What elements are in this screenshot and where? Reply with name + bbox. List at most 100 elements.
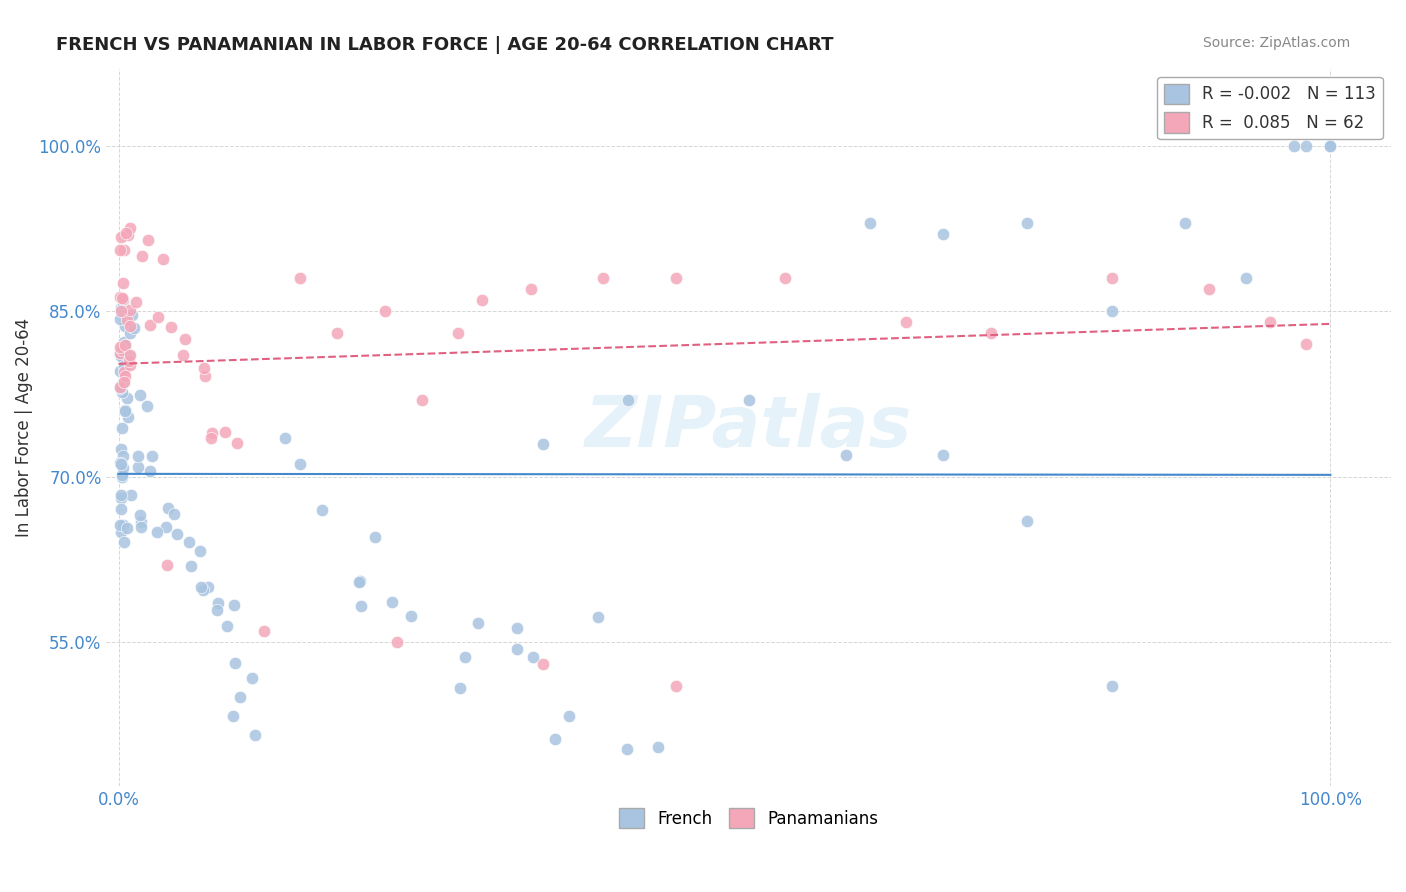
Point	[224, 657, 246, 671]
Point	[115, 226, 138, 240]
Point	[506, 641, 529, 656]
Point	[141, 449, 163, 463]
Point	[111, 470, 134, 484]
Point	[118, 221, 141, 235]
Point	[110, 304, 132, 318]
Point	[1198, 282, 1220, 296]
Point	[240, 671, 263, 685]
Point	[146, 524, 169, 539]
Point	[110, 301, 132, 315]
Point	[325, 326, 347, 341]
Point	[129, 508, 152, 522]
Point	[665, 680, 688, 694]
Point	[110, 442, 132, 456]
Point	[531, 436, 554, 450]
Point	[110, 340, 132, 354]
Point	[1319, 138, 1341, 153]
Point	[243, 728, 266, 742]
Point	[173, 332, 195, 346]
Y-axis label: In Labor Force | Age 20-64: In Labor Force | Age 20-64	[15, 318, 32, 537]
Text: FRENCH VS PANAMANIAN IN LABOR FORCE | AGE 20-64 CORRELATION CHART: FRENCH VS PANAMANIAN IN LABOR FORCE | AG…	[56, 36, 834, 54]
Text: Source: ZipAtlas.com: Source: ZipAtlas.com	[1202, 36, 1350, 50]
Point	[1319, 138, 1341, 153]
Point	[120, 348, 142, 362]
Point	[124, 320, 146, 334]
Point	[111, 517, 134, 532]
Point	[381, 595, 404, 609]
Point	[1295, 138, 1317, 153]
Point	[834, 448, 856, 462]
Point	[112, 366, 135, 380]
Point	[160, 320, 183, 334]
Point	[110, 457, 132, 471]
Point	[121, 308, 143, 322]
Point	[194, 369, 217, 384]
Point	[110, 243, 132, 257]
Point	[129, 515, 152, 529]
Point	[162, 508, 184, 522]
Point	[616, 742, 638, 756]
Point	[449, 681, 471, 695]
Point	[222, 708, 245, 723]
Text: ZIPatlas: ZIPatlas	[585, 392, 912, 462]
Point	[120, 358, 142, 372]
Point	[665, 271, 688, 285]
Point	[222, 598, 245, 612]
Point	[193, 360, 215, 375]
Point	[118, 349, 141, 363]
Point	[127, 449, 149, 463]
Point	[738, 392, 761, 407]
Point	[135, 399, 157, 413]
Point	[1017, 514, 1039, 528]
Point	[108, 518, 131, 533]
Point	[112, 534, 135, 549]
Point	[311, 503, 333, 517]
Point	[467, 616, 489, 631]
Point	[1282, 138, 1305, 153]
Point	[131, 249, 153, 263]
Point	[1295, 337, 1317, 351]
Point	[647, 740, 669, 755]
Point	[136, 233, 159, 247]
Point	[152, 252, 174, 267]
Point	[207, 603, 229, 617]
Point	[364, 530, 387, 544]
Point	[1101, 680, 1123, 694]
Point	[859, 216, 882, 230]
Point	[519, 889, 541, 892]
Point	[177, 534, 200, 549]
Point	[200, 431, 222, 445]
Point	[110, 230, 132, 244]
Point	[112, 460, 135, 475]
Point	[471, 293, 494, 308]
Point	[111, 291, 134, 305]
Point	[522, 649, 544, 664]
Point	[111, 292, 134, 306]
Point	[117, 227, 139, 242]
Point	[112, 450, 135, 464]
Point	[506, 621, 529, 635]
Point	[228, 690, 250, 704]
Point	[931, 448, 953, 462]
Point	[288, 457, 311, 471]
Point	[110, 456, 132, 470]
Point	[115, 313, 138, 327]
Point	[114, 368, 136, 383]
Point	[108, 312, 131, 326]
Point	[190, 580, 212, 594]
Point	[172, 348, 194, 362]
Point	[108, 346, 131, 360]
Point	[114, 404, 136, 418]
Point	[139, 318, 162, 332]
Point	[112, 244, 135, 258]
Point	[125, 294, 148, 309]
Point	[115, 391, 138, 405]
Point	[207, 596, 229, 610]
Point	[226, 436, 249, 450]
Point	[557, 709, 579, 723]
Point	[586, 610, 609, 624]
Point	[108, 381, 131, 395]
Point	[374, 304, 396, 318]
Point	[616, 392, 638, 407]
Point	[253, 624, 276, 639]
